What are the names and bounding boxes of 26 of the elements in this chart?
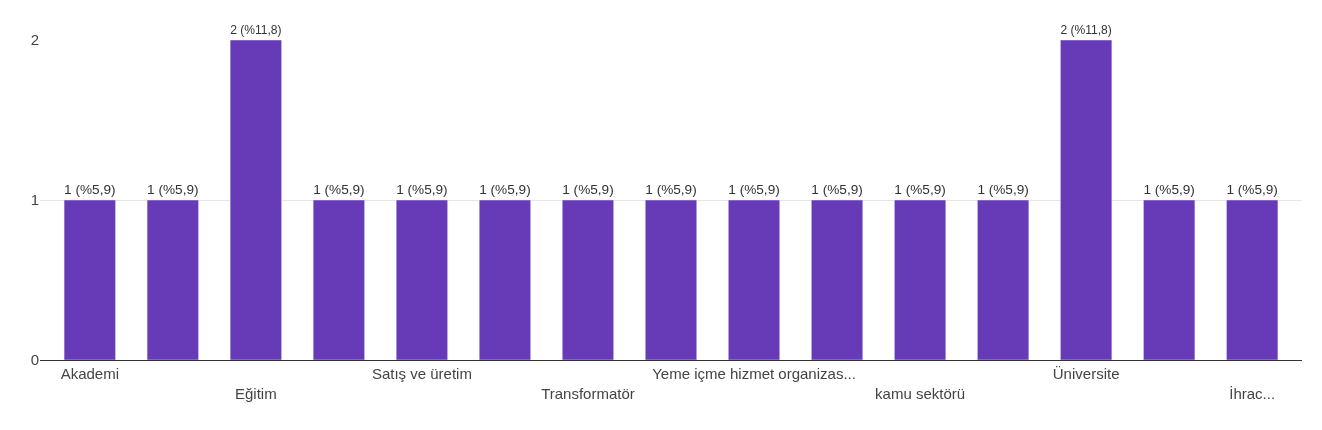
data-label: 1 (%5,9)	[811, 182, 863, 198]
data-label: 1 (%5,9)	[313, 182, 365, 198]
data-label: 1 (%5,9)	[396, 182, 448, 198]
y-tick-label: 0	[30, 351, 39, 369]
data-label: 1 (%5,9)	[147, 182, 199, 198]
x-tick-label: kamu sektörü	[875, 384, 966, 402]
data-label: 1 (%5,9)	[728, 182, 780, 198]
data-label: 2 (%11,8)	[230, 23, 282, 38]
x-tick-label: Satış ve üretim	[371, 365, 472, 382]
x-tick-label: İhrac...	[1229, 384, 1276, 402]
data-label: 1 (%5,9)	[977, 182, 1029, 198]
x-tick-label: Yeme içme hizmet organizas...	[652, 365, 856, 382]
x-tick-label: Eğitim	[235, 384, 277, 402]
x-tick-label: Akademi	[60, 365, 119, 382]
data-label: 2 (%11,8)	[1060, 23, 1112, 38]
y-tick-label: 2	[30, 31, 39, 49]
x-tick-label: Transformatör	[541, 384, 635, 402]
data-label: 1 (%5,9)	[894, 182, 946, 198]
data-label: 1 (%5,9)	[64, 182, 116, 198]
y-tick-label: 1	[30, 191, 39, 209]
data-label: 1 (%5,9)	[562, 182, 614, 198]
data-label: 1 (%5,9)	[1226, 182, 1278, 198]
data-label: 1 (%5,9)	[479, 182, 531, 198]
data-label: 1 (%5,9)	[645, 182, 697, 198]
x-tick-label: Üniversite	[1052, 365, 1120, 382]
data-label: 1 (%5,9)	[1143, 182, 1195, 198]
